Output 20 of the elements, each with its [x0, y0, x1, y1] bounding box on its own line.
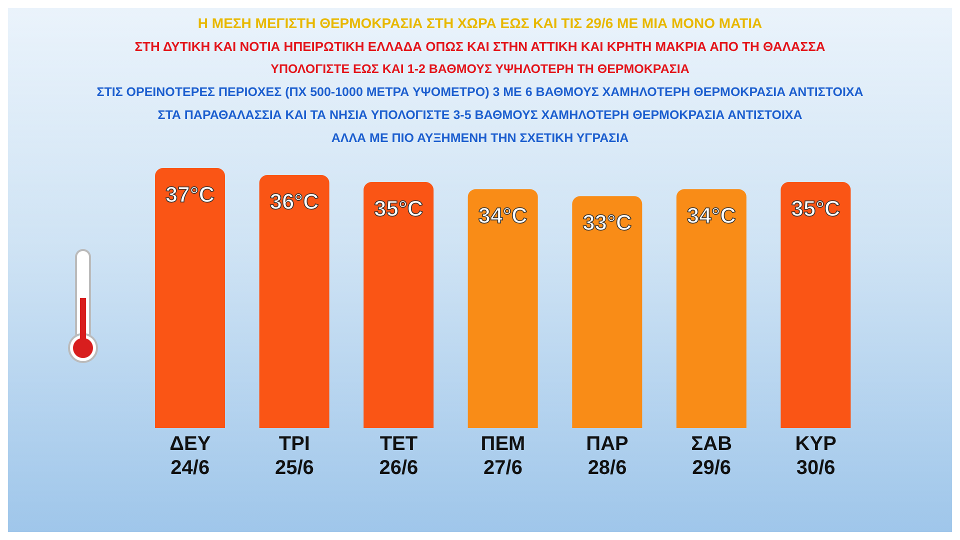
text: ΥΠΟΛΟΓΙΣΤΕ ΕΩΣ ΚΑΙ 1-2 ΒΑΘΜΟΥΣ ΥΨΗΛΟΤΕΡΗ ΤΗ ΘΕΡΜΟΚΡΑΣΙΑ [270, 61, 690, 78]
chart-subtitle: ΣΤΗ ΔΥΤΙΚΗ ΚΑΙ ΝΟΤΙΑ ΗΠΕΙΡΩΤΙΚΗ ΕΛΛΑΔΑ ΟΠΩΣ ΚΑΙ ΣΤΗΝ ΑΤΤΙΚΗ ΚΑΙ ΚΡΗΤΗ ΜΑΚΡΙΑ ΑΠΟ ΤΗ ΘΑΛΑΣΣΑ [134, 38, 826, 56]
x-tick-label: ΚΥΡ 30/6 [795, 433, 836, 479]
x-tick-label: ΠΕΜ 27/6 [480, 433, 526, 479]
data-label: 33°C [582, 210, 632, 236]
text: ΣΤΙΣ ΟΡΕΙΝΟΤΕΡΕΣ ΠΕΡΙΟΧΕΣ (ΠΧ 500-1000 ΜΕΤΡΑ ΥΨΟΜΕΤΡΟ) 3 ΜΕ 6 ΒΑΘΜΟΥΣ ΧΑΜΗΛΟΤΕΡΗ ΘΕΡΜΟΚΡΑΣΙΑ ΑΝΤΙΣΤΟΙΧΑ [96, 84, 864, 101]
x-tick-label: ΤΕΤ 26/6 [379, 433, 418, 479]
data-label: 36°C [270, 189, 319, 214]
data-label: 34°C [478, 203, 528, 228]
data-label: 35°C [374, 196, 424, 222]
data-label: 35°C [791, 196, 840, 222]
x-tick-label: ΠΑΡ 28/6 [586, 433, 628, 479]
data-label: 37°C [165, 182, 215, 207]
x-tick-label: ΔΕΥ 24/6 [170, 433, 212, 479]
text: ΣΤΑ ΠΑΡΑΘΑΛΑΣΣΙΑ ΚΑΙ ΤΑ ΝΗΣΙΑ ΥΠΟΛΟΓΙΣΤΕ 3-5 ΒΑΘΜΟΥΣ ΧΑΜΗΛΟΤΕΡΗ ΘΕΡΜΟΚΡΑΣΙΑ ΑΝΤΙΣΤΟΙΧΑ [156, 107, 804, 124]
x-tick-label: ΣΑΒ 29/6 [691, 433, 732, 479]
data-label: 34°C [686, 203, 736, 228]
x-tick-label: ΤΡΙ 25/6 [274, 433, 314, 479]
chart-title: Η ΜΕΣΗ ΜΕΓΙΣΤΗ ΘΕΡΜΟΚΡΑΣΙΑ ΣΤΗ ΧΩΡΑ ΕΩΣ ΚΑΙ ΤΙΣ 29/6 ΜΕ ΜΙΑ ΜΟΝΟ ΜΑΤΙΑ [196, 14, 764, 33]
text: ΑΛΛΑ ΜΕ ΠΙΟ ΑΥΞΗΜΕΝΗ ΤΗΝ ΣΧΕΤΙΚΗ ΥΓΡΑΣΙΑ [330, 130, 630, 147]
